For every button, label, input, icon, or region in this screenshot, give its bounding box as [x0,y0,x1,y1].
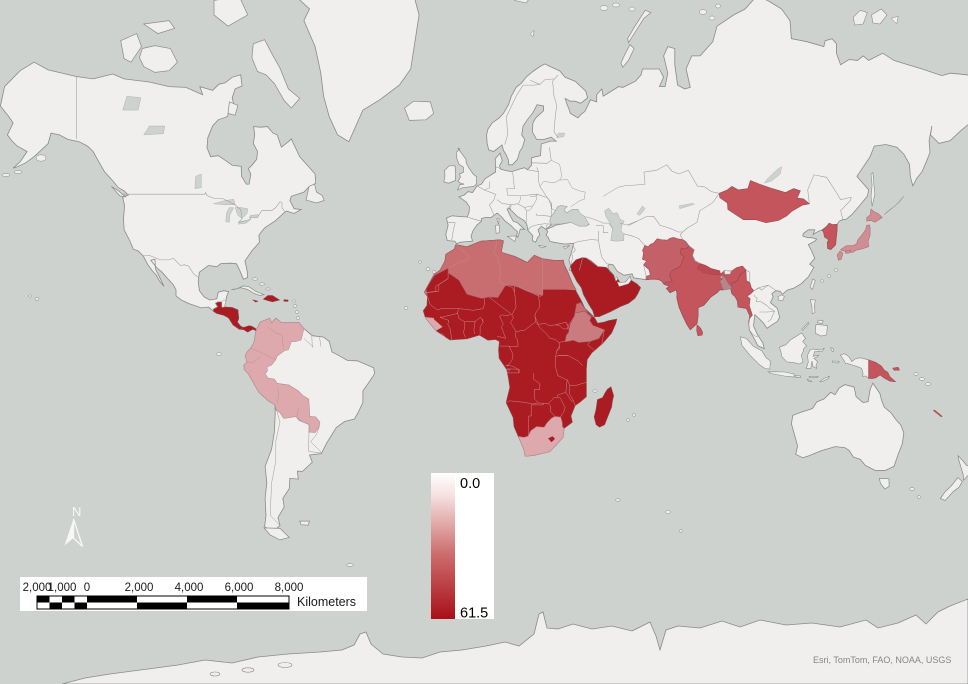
svg-text:2,000: 2,000 [23,582,52,594]
svg-text:6,000: 6,000 [225,582,254,594]
svg-text:0.0: 0.0 [460,476,480,492]
svg-text:4,000: 4,000 [175,582,204,594]
svg-text:2,000: 2,000 [125,582,154,594]
svg-text:0: 0 [84,582,90,594]
svg-text:8,000: 8,000 [275,582,304,594]
svg-text:61.5: 61.5 [460,606,488,620]
svg-text:1,000: 1,000 [48,582,77,594]
svg-text:Kilometers: Kilometers [297,595,356,609]
svg-text:N: N [72,504,81,519]
